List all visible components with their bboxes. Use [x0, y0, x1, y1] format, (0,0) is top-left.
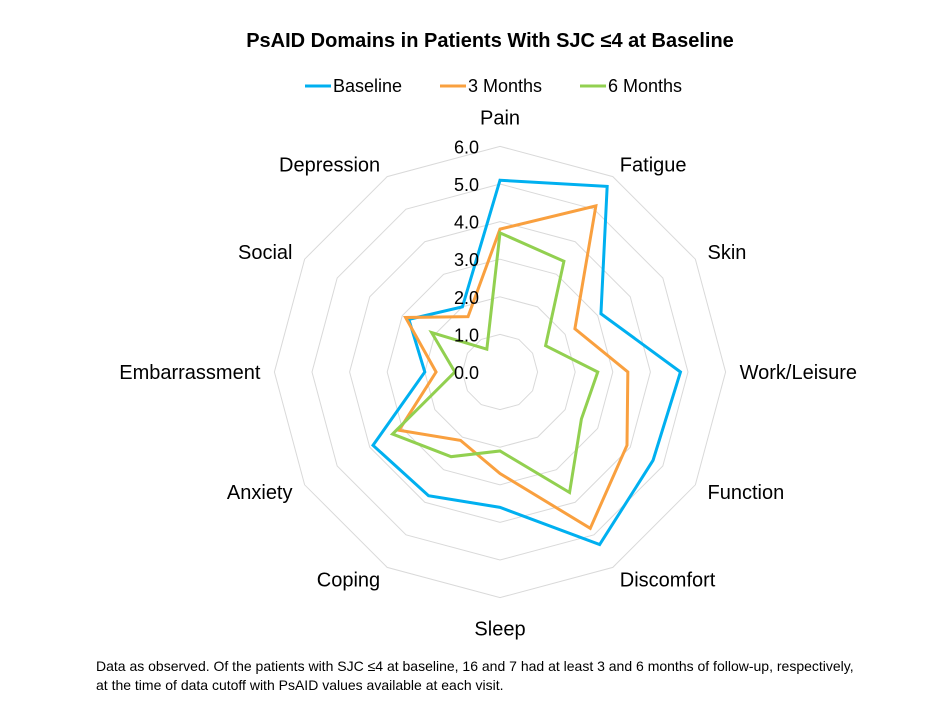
tick-label: 5.0: [454, 175, 479, 195]
axis-label-anxiety: Anxiety: [227, 482, 293, 504]
tick-label: 4.0: [454, 213, 479, 233]
grid: [273, 145, 727, 599]
chart-title: PsAID Domains in Patients With SJC ≤4 at…: [246, 30, 734, 52]
axis-label-social: Social: [238, 242, 292, 264]
axis-labels: Pain Fatigue Skin Work/Leisure Function Disco…: [119, 107, 857, 640]
axis-label-fatigue: Fatigue: [620, 155, 687, 177]
series-line-3-months: [396, 203, 630, 531]
tick-label: 2.0: [454, 288, 479, 308]
series-line-6-months: [389, 230, 600, 495]
axis-label-pain: Pain: [480, 107, 520, 129]
series-group: [371, 178, 683, 547]
grid-ring: [311, 183, 689, 561]
legend-label: 6 Months: [608, 76, 682, 96]
tick-label: 6.0: [454, 137, 479, 157]
axis-label-work-leisure: Work/Leisure: [740, 362, 857, 384]
axis-label-discomfort: Discomfort: [620, 569, 716, 591]
axis-label-sleep: Sleep: [474, 619, 525, 641]
footnote: Data as observed. Of the patients with S…: [96, 658, 854, 693]
axis-label-embarrassment: Embarrassment: [119, 362, 261, 384]
tick-label: 1.0: [454, 325, 479, 345]
axis-label-coping: Coping: [317, 569, 380, 591]
grid-ring: [273, 145, 727, 599]
axis-label-function: Function: [707, 482, 784, 504]
grid-ring: [349, 221, 651, 523]
legend-item: Baseline: [305, 76, 402, 96]
tick-label: 3.0: [454, 250, 479, 270]
grid-ring: [461, 333, 539, 411]
legend-label: 3 Months: [468, 76, 542, 96]
legend-label: Baseline: [333, 76, 402, 96]
legend: Baseline 3 Months 6 Months: [305, 76, 682, 96]
legend-item: 6 Months: [580, 76, 682, 96]
axis-label-depression: Depression: [279, 155, 380, 177]
tick-label: 0.0: [454, 363, 479, 383]
axis-label-skin: Skin: [707, 242, 746, 264]
tick-labels: 0.0 1.0 2.0 3.0 4.0 5.0 6.0: [454, 137, 479, 383]
grid-ring: [386, 258, 614, 486]
series-line-baseline: [371, 178, 683, 547]
legend-item: 3 Months: [440, 76, 542, 96]
